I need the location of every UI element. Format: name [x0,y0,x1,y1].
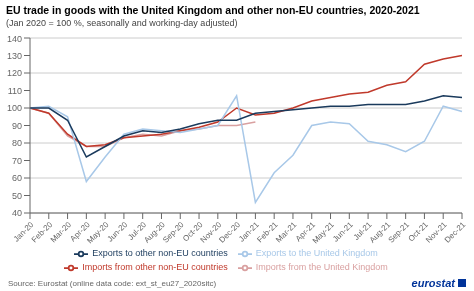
html-text:Exports to the United Kingdom: Exports to the United Kingdom [255,248,378,259]
html-text:Imports from other non-EU coun: Imports from other non-EU countries [82,262,228,273]
svg-text:Mar-21: Mar-21 [274,220,299,245]
html-text:EU trade in goods with the Uni: EU trade in goods with the United Kingdo… [6,4,420,16]
svg-text:70: 70 [12,156,22,166]
svg-text:Oct-21: Oct-21 [406,220,430,244]
html-text:Imports from the United Kingdo: Imports from the United Kingdom [255,262,388,273]
svg-text:Jul-20: Jul-20 [126,220,149,242]
svg-text:Mar-20: Mar-20 [49,220,74,245]
html-text:eurostat: eurostat [411,277,455,289]
svg-text:100: 100 [8,103,22,113]
svg-text:Apr-21: Apr-21 [293,220,318,244]
svg-text:Jun-21: Jun-21 [331,220,355,244]
svg-text:60: 60 [12,173,22,183]
svg-text:Feb-20: Feb-20 [29,220,55,245]
svg-text:Jan-20: Jan-20 [11,220,36,244]
svg-text:May-20: May-20 [85,220,111,246]
svg-text:Nov-21: Nov-21 [424,220,449,245]
svg-text:Sep-20: Sep-20 [161,220,186,245]
html-text:Source: Eurostat (online data: Source: Eurostat (online data code: ext_… [8,278,217,288]
svg-text:Aug-21: Aug-21 [367,220,393,245]
svg-text:120: 120 [8,68,22,78]
html-text:(Jan 2020 = 100 %, seasonally: (Jan 2020 = 100 %, seasonally and workin… [6,18,238,28]
svg-text:Apr-20: Apr-20 [68,220,92,244]
svg-text:Aug-20: Aug-20 [142,220,167,245]
svg-text:90: 90 [12,121,22,131]
svg-text:Oct-20: Oct-20 [181,220,205,244]
svg-text:Feb-21: Feb-21 [255,220,280,245]
svg-text:Dec-21: Dec-21 [443,220,466,245]
svg-text:130: 130 [8,51,22,61]
html-text:Exports to other non-EU countr: Exports to other non-EU countries [92,248,228,259]
svg-text:Jan-21: Jan-21 [237,220,261,244]
svg-text:Jun-20: Jun-20 [106,220,130,244]
svg-text:Nov-20: Nov-20 [198,220,224,245]
svg-text:140: 140 [8,34,22,44]
svg-text:40: 40 [12,208,22,218]
svg-text:Sep-21: Sep-21 [386,220,411,245]
svg-text:50: 50 [12,191,22,201]
svg-text:Jul-21: Jul-21 [351,220,374,242]
svg-text:80: 80 [12,138,22,148]
svg-text:May-21: May-21 [311,220,337,246]
svg-text:110: 110 [8,86,22,96]
svg-text:Dec-20: Dec-20 [217,220,242,245]
